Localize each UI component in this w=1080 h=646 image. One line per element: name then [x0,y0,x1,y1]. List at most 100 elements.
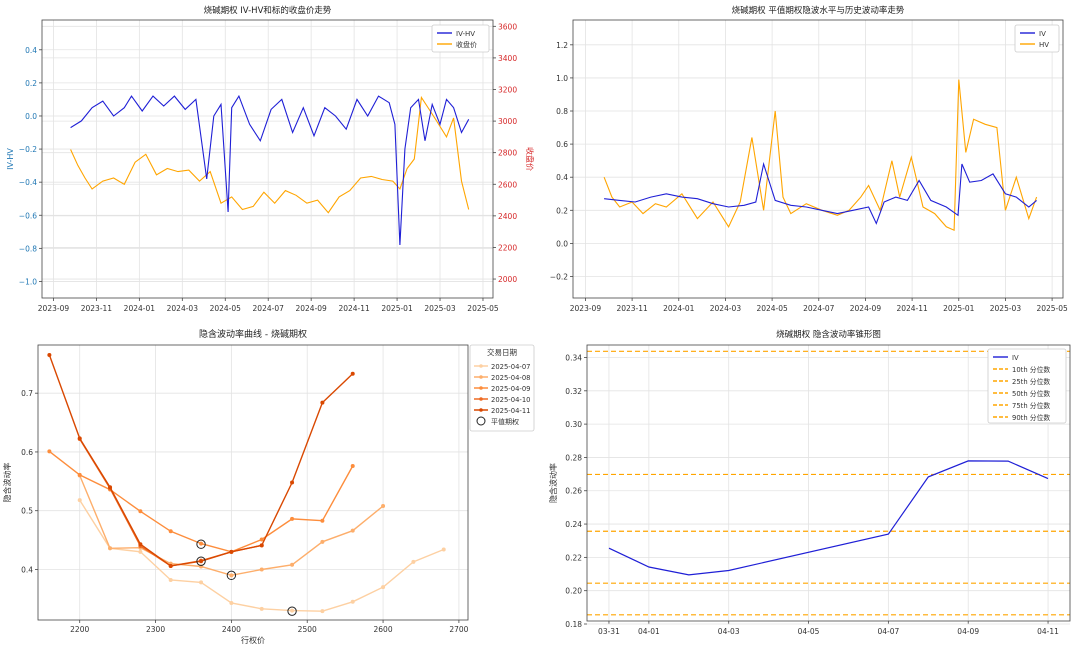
y-tick-label: 0.8 [556,107,568,116]
x-tick-label: 2600 [374,625,393,634]
y-tick-label: 0.28 [565,453,582,462]
series-hv-line [603,79,1038,232]
x-tick-label: 2400 [222,625,241,634]
series-point [138,549,143,554]
y-tick-label: 0.0 [25,112,37,121]
y-tick-label: 0.5 [21,507,33,516]
series-point [47,449,52,454]
legend-label: 75th 分位数 [1012,401,1050,410]
y-tick-label: 0.6 [21,448,33,457]
y-tick-label: 0.0 [556,239,568,248]
series-point [259,606,264,611]
x-axis-label: 行权价 [241,635,265,645]
series-point [199,541,204,546]
legend-atm-marker [476,416,486,426]
plot-frame [572,19,1064,299]
series-point [229,549,234,554]
legend-swatch-marker [479,375,483,379]
series-point [168,529,173,534]
y-tick-label: 1.2 [556,41,568,50]
legend-swatch-marker [479,408,483,412]
y-tick-label: 0.2 [556,206,568,215]
x-tick-label: 04-01 [638,627,660,636]
legend-label: 2025-04-08 [491,374,531,382]
x-tick-label: 2024-01 [663,304,695,313]
x-tick-label: 2025-03 [990,304,1022,313]
series-point [259,537,264,542]
x-tick-label: 2500 [298,625,317,634]
x-tick-label: 2024-07 [253,304,285,313]
series-point [138,542,143,547]
series-point [47,352,52,357]
x-tick-label: 2024-05 [210,304,242,313]
chart-iv-cone: 03-31 04-01 04-03 04-05 04-07 04-09 04-11 0.18 0… [548,329,1071,636]
series-point [108,546,113,551]
y-tick-label: 1.0 [556,74,568,83]
y-tick-label: 0.2 [25,79,37,88]
legend-swatch-marker [479,397,483,401]
legend-box [987,348,1067,424]
legend-swatch-marker [479,364,483,368]
series-point [259,543,264,548]
series-point [350,528,355,533]
y-axis-label: 隐含波动率 [2,463,12,503]
y2-axis-label: 收盘价 [525,147,535,171]
series-point [168,563,173,568]
series-point [290,480,295,485]
legend-label: HV [1039,41,1049,49]
x-tick-label: 04-03 [718,627,740,636]
series-point [381,585,386,590]
y-tick-label: 0.22 [565,553,582,562]
legend-label: IV [1039,30,1046,38]
legend-label: 50th 分位数 [1012,389,1050,398]
y-tick-label: −0.6 [19,211,37,220]
atm-marker [287,606,297,616]
x-tick-label: 2025-05 [467,304,499,313]
legend-label: 平值期权 [491,417,519,426]
y-tick-label: 0.4 [25,46,37,55]
chart-iv-smile: 2200 2300 2400 2500 2600 2700 0.4 0.5 0.6 0.7 隐含波动… [2,328,535,645]
x-tick-label: 2300 [146,625,165,634]
series-point [108,485,113,490]
y2-tick-label: 2200 [498,243,517,252]
x-tick-label: 04-05 [798,627,820,636]
y-tick-label: −0.4 [19,178,37,187]
x-tick-label: 04-07 [877,627,899,636]
y-tick-label: 0.18 [565,620,582,629]
legend-label: 90th 分位数 [1012,413,1050,422]
series-point [441,547,446,552]
series-iv-line [604,161,1037,225]
series-point [320,518,325,523]
y-tick-label: 0.20 [565,587,582,596]
x-tick-label: 2025-03 [424,304,456,313]
x-tick-label: 2024-07 [803,304,835,313]
series-point [350,464,355,469]
atm-marker [196,556,206,566]
x-tick-label: 2024-09 [850,304,882,313]
y-tick-label: −0.2 [19,145,37,154]
x-tick-label: 2200 [70,625,89,634]
legend-label: 25th 分位数 [1012,377,1050,386]
x-tick-label: 2024-09 [295,304,327,313]
atm-marker [196,539,206,549]
y2-tick-label: 3000 [498,117,517,126]
series-point [199,559,204,564]
series-point [199,580,204,585]
y-tick-label: 0.30 [565,420,582,429]
y2-tick-label: 2600 [498,180,517,189]
series-point [350,371,355,376]
chart-title: 烧碱期权 平值期权隐波水平与历史波动率走势 [732,5,905,16]
series-point [229,573,234,578]
legend-label: 2025-04-10 [491,396,531,404]
atm-marker [226,570,237,581]
x-tick-label: 2024-11 [896,304,928,313]
y-tick-label: −0.8 [19,244,37,253]
x-tick-label: 2024-03 [167,304,199,313]
x-tick-label: 2023-11 [81,304,113,313]
x-tick-label: 2025-01 [943,304,975,313]
y-tick-label: 0.26 [565,487,582,496]
y-tick-label: 0.32 [565,387,582,396]
series-point [290,608,295,613]
plot-frame [41,19,494,299]
